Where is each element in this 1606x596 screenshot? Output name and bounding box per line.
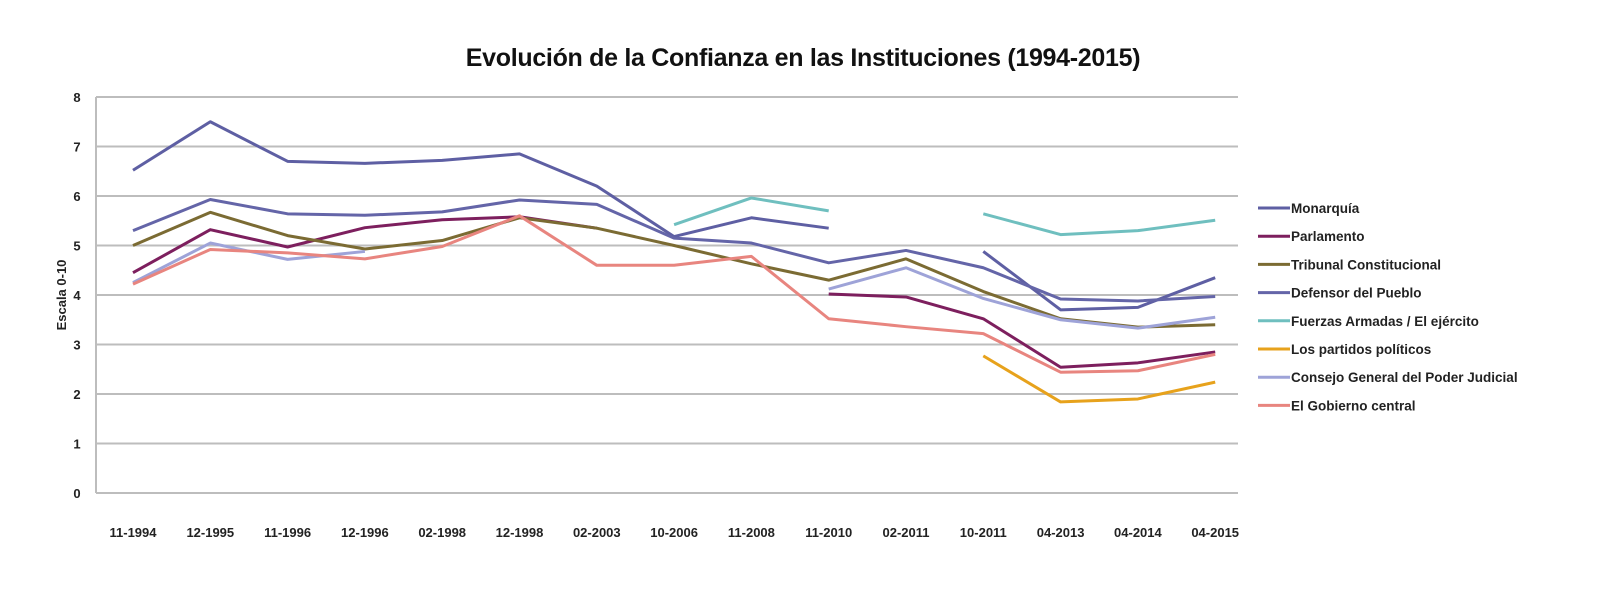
x-tick-label: 02-2003: [573, 525, 621, 540]
x-axis-ticks: 11-1994 12-1995 11-1996 12-1996 02-1998 12-19…: [110, 525, 1240, 540]
y-axis-title: Escala 0-10: [54, 260, 69, 331]
series-line-segment: [982, 212, 1216, 237]
legend-label: Defensor del Pueblo: [1291, 286, 1422, 301]
series-line-segment: [982, 354, 1216, 404]
gridlines: [95, 96, 1238, 494]
series-line-segment: [982, 250, 1216, 312]
series-los-partidos-pol-ticos: [982, 354, 1216, 404]
legend-item: Consejo General del Poder Judicial: [1258, 370, 1518, 385]
series-lines: [132, 120, 1216, 404]
series-line-segment: [828, 292, 1216, 369]
legend-label: Tribunal Constitucional: [1291, 257, 1441, 272]
chart-title: Evolución de la Confianza en las Institu…: [465, 44, 1141, 72]
legend-item: Tribunal Constitucional: [1258, 257, 1441, 272]
series-tribunal-constitucional: [132, 210, 1216, 329]
legend-label: Fuerzas Armadas / El ejército: [1291, 314, 1479, 329]
x-tick-label: 04-2013: [1037, 525, 1085, 540]
series-line-segment: [132, 241, 366, 284]
x-tick-label: 11-1994: [110, 525, 158, 540]
series-line-segment: [132, 214, 1216, 374]
legend-item: Parlamento: [1258, 229, 1365, 244]
series-line-segment: [673, 196, 829, 227]
y-tick-label: 6: [73, 189, 80, 204]
x-tick-label: 02-1998: [418, 525, 466, 540]
y-tick-label: 7: [73, 140, 80, 155]
x-tick-label: 04-2014: [1114, 525, 1162, 540]
series-line-segment: [132, 210, 1216, 329]
x-tick-label: 11-1996: [264, 525, 311, 540]
y-tick-label: 5: [73, 239, 80, 254]
x-tick-label: 11-2008: [728, 525, 775, 540]
series-monarqu-a: [132, 120, 1216, 312]
y-tick-label: 4: [73, 288, 81, 303]
legend-item: Defensor del Pueblo: [1258, 286, 1422, 301]
legend: Monarquía Parlamento Tribunal Constitucion…: [1258, 201, 1518, 413]
y-tick-label: 2: [73, 387, 80, 402]
y-axis-ticks: 0 1 2 3 4 5 6 7 8: [73, 90, 81, 501]
series-fuerzas-armadas-el-ej-rcito: [673, 196, 1216, 237]
x-tick-label: 12-1995: [186, 525, 234, 540]
x-tick-label: 10-2006: [650, 525, 698, 540]
x-tick-label: 11-2010: [805, 525, 852, 540]
legend-label: Monarquía: [1291, 201, 1360, 216]
x-tick-label: 10-2011: [960, 525, 1007, 540]
y-tick-label: 8: [73, 90, 80, 105]
legend-label: Parlamento: [1291, 229, 1365, 244]
legend-label: Consejo General del Poder Judicial: [1291, 370, 1518, 385]
series-line-segment: [132, 197, 1216, 303]
legend-item: Fuerzas Armadas / El ejército: [1258, 314, 1479, 329]
y-tick-label: 3: [73, 338, 80, 353]
y-tick-label: 1: [73, 437, 80, 452]
legend-item: El Gobierno central: [1258, 398, 1416, 413]
legend-item: Los partidos políticos: [1258, 342, 1431, 357]
series-el-gobierno-central: [132, 214, 1216, 374]
x-tick-label: 12-1998: [496, 525, 544, 540]
x-tick-label: 02-2011: [883, 525, 930, 540]
legend-label: El Gobierno central: [1291, 398, 1416, 413]
x-tick-label: 12-1996: [341, 525, 389, 540]
series-defensor-del-pueblo: [132, 197, 1216, 303]
series-line-segment: [828, 266, 1216, 330]
legend-label: Los partidos políticos: [1291, 342, 1431, 357]
y-tick-label: 0: [73, 486, 80, 501]
series-line-segment: [132, 120, 829, 239]
legend-item: Monarquía: [1258, 201, 1360, 216]
x-tick-label: 04-2015: [1191, 525, 1239, 540]
